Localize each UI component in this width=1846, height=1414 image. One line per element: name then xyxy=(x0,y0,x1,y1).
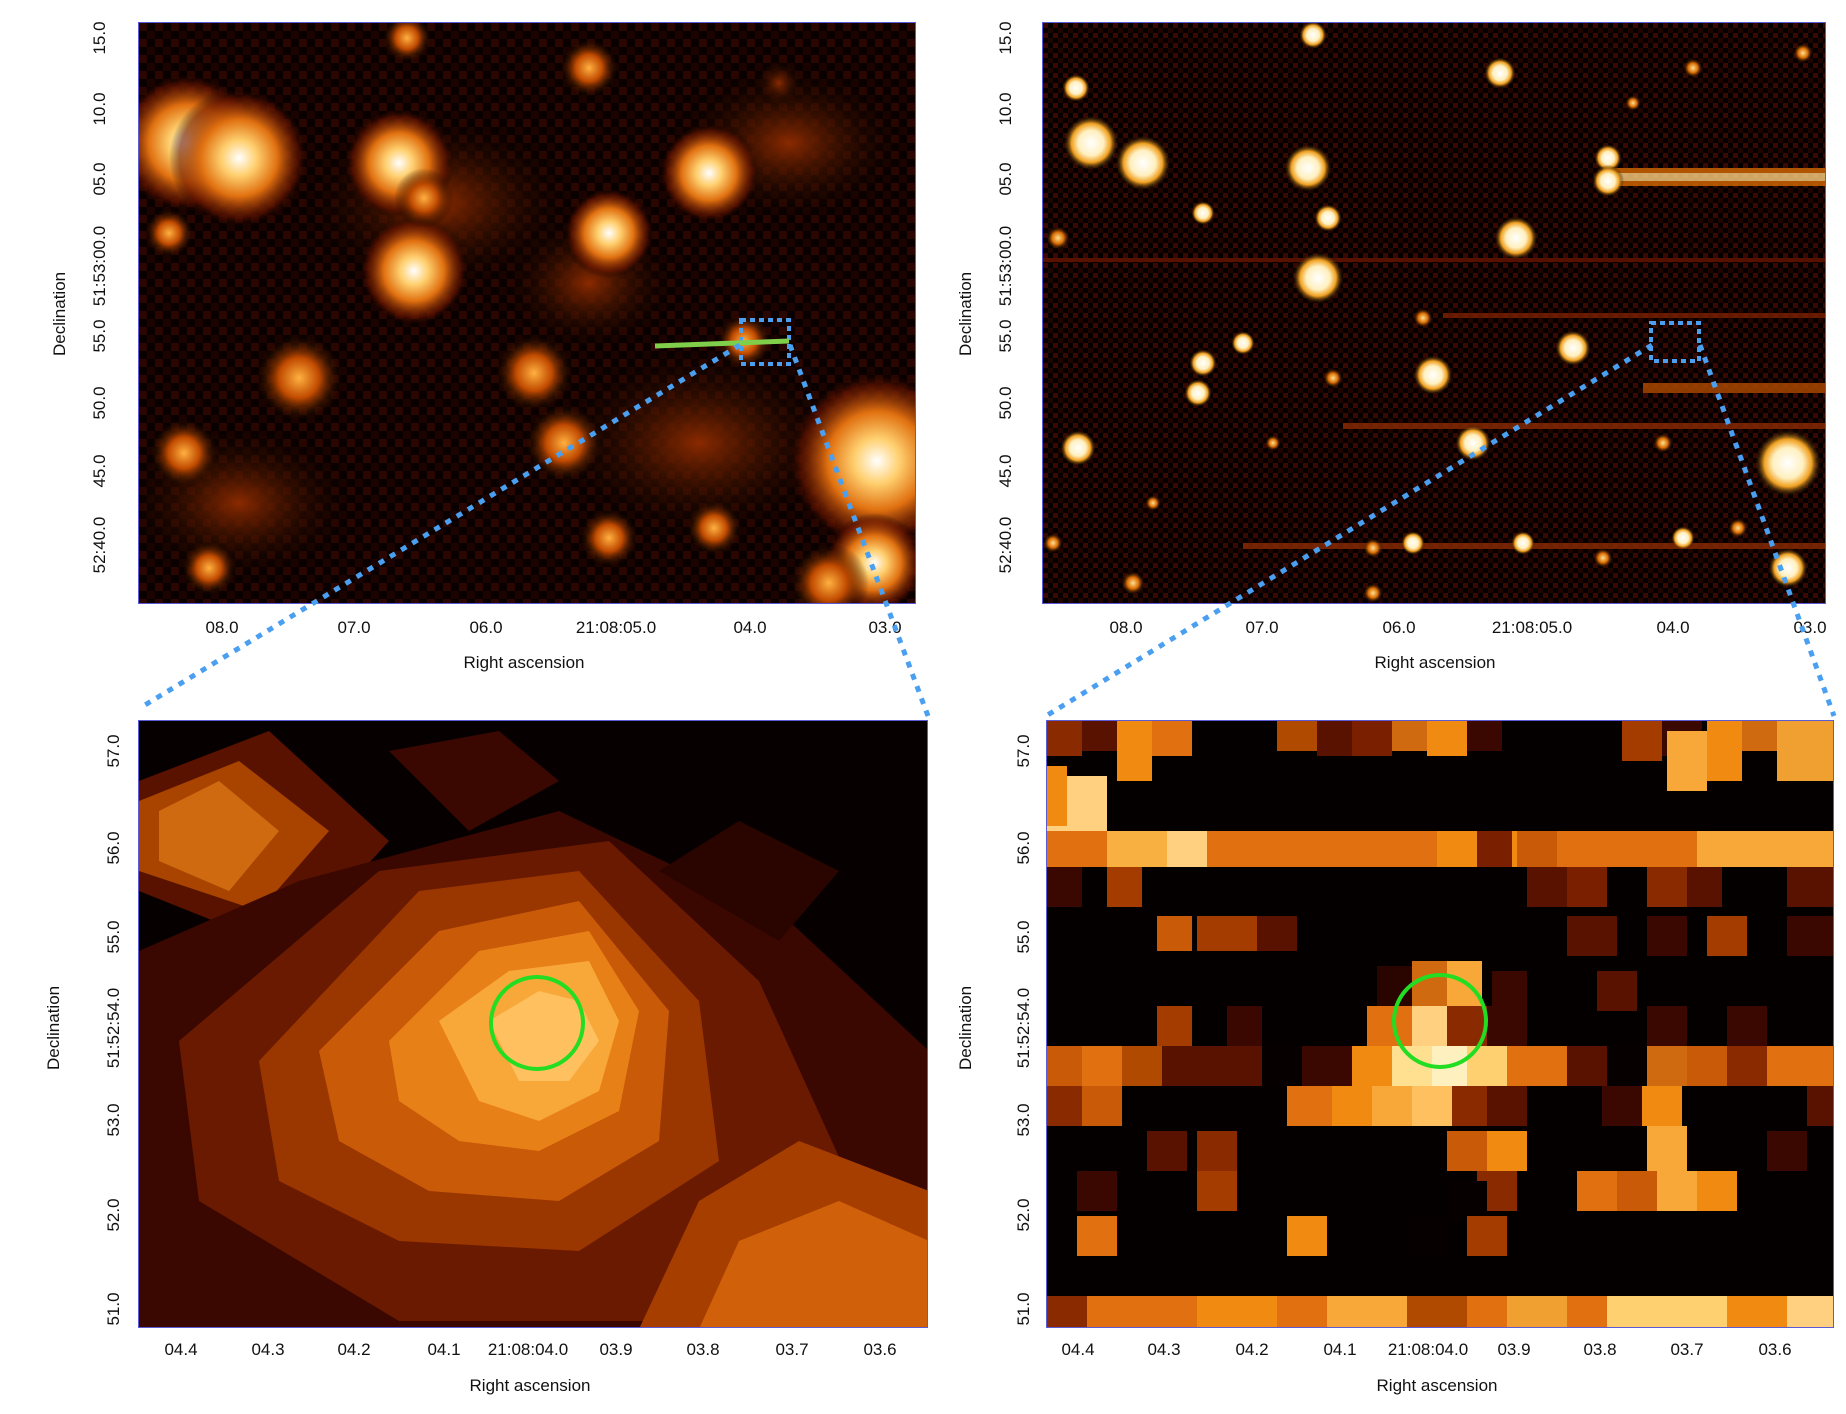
ytick-label: 51.0 xyxy=(1014,1292,1033,1326)
ytick-label: 51:52:54.0 xyxy=(104,987,123,1069)
ytick-label: 05.0 xyxy=(996,162,1015,196)
xtick-label: 04.3 xyxy=(251,1340,285,1359)
ytick-label: 53.0 xyxy=(1014,1103,1033,1137)
ytick-label: 55.0 xyxy=(1014,920,1033,954)
zoom-image-bottom-left xyxy=(139,721,927,1327)
ytick-label: 15.0 xyxy=(996,21,1015,55)
xtick-label: 21:08:05.0 xyxy=(575,618,657,637)
xtick-label: 03.7 xyxy=(775,1340,809,1359)
x-axis-label-top-left: Right ascension xyxy=(463,653,585,672)
ytick-label: 52.0 xyxy=(1014,1198,1033,1232)
xtick-label: 04.2 xyxy=(337,1340,371,1359)
ytick-label: 52:40.0 xyxy=(996,516,1015,574)
xtick-label: 21:08:04.0 xyxy=(487,1340,569,1359)
x-axis-label-bottom-right: Right ascension xyxy=(1376,1376,1498,1395)
xtick-label: 07.0 xyxy=(337,618,371,637)
xtick-label: 03.9 xyxy=(1497,1340,1531,1359)
ytick-label: 55.0 xyxy=(996,319,1015,353)
x-axis-label-bottom-left: Right ascension xyxy=(469,1376,591,1395)
y-axis-label-bottom-right: Declination xyxy=(956,985,975,1070)
image-frame-bottom-left xyxy=(138,720,928,1328)
xtick-label: 03.7 xyxy=(1670,1340,1704,1359)
xtick-label: 03.0 xyxy=(1793,618,1827,637)
ytick-label: 52.0 xyxy=(104,1198,123,1232)
image-frame-bottom-right xyxy=(1046,720,1834,1328)
xtick-label: 08.0 xyxy=(1109,618,1143,637)
ytick-label: 10.0 xyxy=(996,92,1015,126)
y-axis-label-top-right: Declination xyxy=(956,271,975,356)
ytick-label: 50.0 xyxy=(90,386,109,420)
xtick-label: 04.0 xyxy=(733,618,767,637)
ytick-label: 56.0 xyxy=(104,831,123,865)
ytick-label: 50.0 xyxy=(996,386,1015,420)
ytick-label: 51:52:54.0 xyxy=(1014,987,1033,1069)
ytick-label: 55.0 xyxy=(90,319,109,353)
xtick-label: 21:08:04.0 xyxy=(1387,1340,1469,1359)
xtick-label: 04.2 xyxy=(1235,1340,1269,1359)
xtick-label: 03.0 xyxy=(868,618,902,637)
x-axis-label-top-right: Right ascension xyxy=(1374,653,1496,672)
sky-image-top-left xyxy=(139,23,915,603)
ytick-label: 55.0 xyxy=(104,920,123,954)
ytick-label: 51:53:00.0 xyxy=(90,225,109,307)
ytick-label: 51:53:00.0 xyxy=(996,225,1015,307)
sky-image-top-right xyxy=(1043,23,1825,603)
ytick-label: 10.0 xyxy=(90,92,109,126)
ytick-label: 52:40.0 xyxy=(90,516,109,574)
xtick-label: 06.0 xyxy=(469,618,503,637)
xtick-label: 07.0 xyxy=(1245,618,1279,637)
y-axis-label-top-left: Declination xyxy=(50,271,69,356)
ytick-label: 45.0 xyxy=(90,454,109,488)
source-circle-bottom-right xyxy=(1392,973,1488,1069)
ytick-label: 56.0 xyxy=(1014,831,1033,865)
ytick-label: 57.0 xyxy=(104,734,123,768)
xtick-label: 04.4 xyxy=(164,1340,198,1359)
xtick-label: 06.0 xyxy=(1382,618,1416,637)
image-frame-top-right xyxy=(1042,22,1826,604)
ytick-label: 15.0 xyxy=(90,21,109,55)
source-circle-bottom-left xyxy=(489,975,585,1071)
xtick-label: 04.4 xyxy=(1061,1340,1095,1359)
ytick-label: 53.0 xyxy=(104,1103,123,1137)
xtick-label: 03.6 xyxy=(1758,1340,1792,1359)
xtick-label: 03.9 xyxy=(599,1340,633,1359)
zoom-image-bottom-right xyxy=(1047,721,1833,1327)
zoom-region-marker-top-right xyxy=(1649,321,1701,363)
xtick-label: 04.1 xyxy=(427,1340,461,1359)
xtick-label: 04.1 xyxy=(1323,1340,1357,1359)
ytick-label: 05.0 xyxy=(90,162,109,196)
xtick-label: 21:08:05.0 xyxy=(1491,618,1573,637)
ytick-label: 51.0 xyxy=(104,1292,123,1326)
xtick-label: 03.8 xyxy=(686,1340,720,1359)
xtick-label: 04.0 xyxy=(1656,618,1690,637)
image-frame-top-left xyxy=(138,22,916,604)
xtick-label: 08.0 xyxy=(205,618,239,637)
ytick-label: 57.0 xyxy=(1014,734,1033,768)
xtick-label: 03.8 xyxy=(1583,1340,1617,1359)
xtick-label: 03.6 xyxy=(863,1340,897,1359)
ytick-label: 45.0 xyxy=(996,454,1015,488)
y-axis-label-bottom-left: Declination xyxy=(44,985,63,1070)
xtick-label: 04.3 xyxy=(1147,1340,1181,1359)
